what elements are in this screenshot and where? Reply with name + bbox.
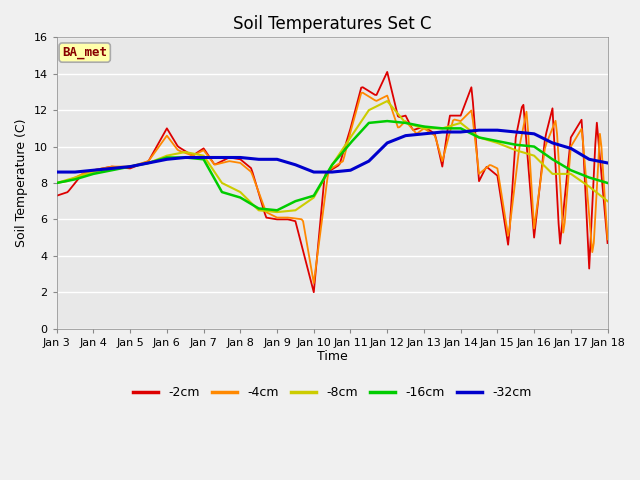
- Text: BA_met: BA_met: [62, 46, 108, 59]
- X-axis label: Time: Time: [317, 350, 348, 363]
- Legend: -2cm, -4cm, -8cm, -16cm, -32cm: -2cm, -4cm, -8cm, -16cm, -32cm: [128, 382, 536, 405]
- Title: Soil Temperatures Set C: Soil Temperatures Set C: [233, 15, 431, 33]
- Y-axis label: Soil Temperature (C): Soil Temperature (C): [15, 119, 28, 247]
